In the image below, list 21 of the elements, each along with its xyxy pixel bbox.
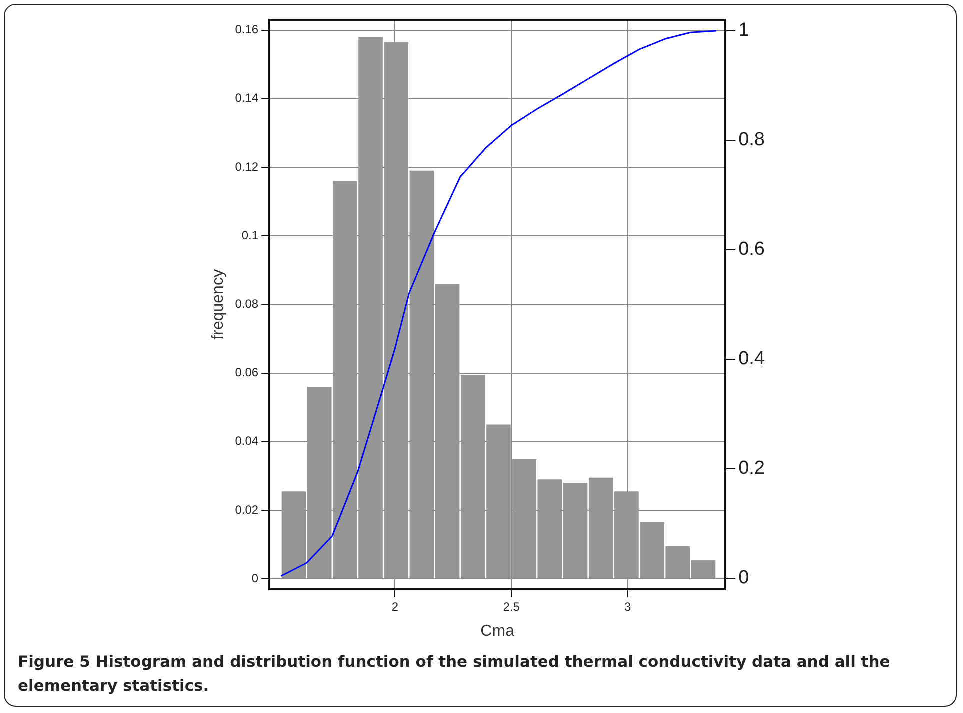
y-tick-label: 0.1	[242, 228, 259, 242]
x-axis-title: Cma	[480, 622, 515, 640]
y-tick-label: 0.08	[235, 297, 259, 312]
y-tick-label: 0.14	[235, 91, 259, 106]
x-tick-label: 3	[624, 600, 632, 614]
y2-tick-label: 1	[738, 20, 750, 42]
y-tick-label: 0.04	[235, 434, 259, 448]
y2-tick-label: 0	[738, 568, 750, 589]
y-tick-label: 0.02	[235, 502, 259, 517]
y-tick-label: 0.06	[235, 366, 259, 380]
y-tick-label: 0.16	[235, 22, 259, 37]
caption: Figure 5 Histogram and distribution function of the simulated thermal conductivity data and all the elementary statistics.	[18, 652, 892, 697]
y-tick-label: 0	[252, 571, 259, 586]
y2-tick-label: 0.6	[738, 239, 766, 260]
y2-tick-label: 0.2	[738, 458, 766, 480]
x-tick-label: 2.5	[503, 600, 520, 614]
y-axis-title: frequency	[210, 270, 228, 340]
x-tick-label: 2	[392, 600, 399, 614]
y2-tick-label: 0.4	[738, 348, 766, 370]
y-tick-label: 0.12	[235, 160, 259, 174]
y2-tick-label: 0.8	[738, 130, 766, 151]
